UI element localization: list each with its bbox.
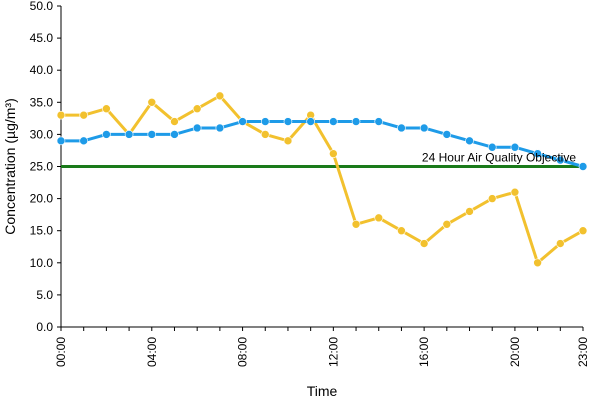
data-point — [556, 155, 565, 165]
x-tick-label: 23:00 — [576, 337, 590, 367]
data-point — [374, 213, 384, 223]
data-point — [102, 130, 111, 139]
data-point — [329, 149, 338, 158]
y-tick-label: 35.0 — [30, 95, 54, 109]
data-point — [215, 91, 225, 101]
y-tick-label: 30.0 — [30, 127, 54, 141]
data-point — [419, 239, 429, 248]
y-tick-label: 10.0 — [30, 256, 54, 270]
y-tick-label: 15.0 — [30, 224, 54, 238]
x-axis-title: Time — [307, 383, 338, 399]
data-point — [578, 162, 588, 171]
data-point — [556, 239, 565, 248]
data-point — [442, 219, 452, 229]
data-point — [102, 104, 111, 114]
y-tick-label: 20.0 — [30, 192, 54, 206]
y-tick-label: 50.0 — [30, 0, 54, 13]
data-point — [397, 123, 406, 133]
data-point — [465, 207, 474, 216]
x-tick-label: 00:00 — [54, 337, 68, 367]
x-tick-label: 16:00 — [417, 337, 431, 367]
data-point — [374, 117, 384, 126]
series-layer — [56, 91, 588, 268]
data-point — [192, 123, 202, 133]
data-point — [170, 117, 179, 126]
data-point — [147, 130, 157, 139]
data-point — [465, 136, 474, 146]
data-point — [442, 130, 452, 139]
data-point — [124, 130, 134, 139]
data-point — [510, 142, 520, 152]
y-tick-label: 45.0 — [30, 31, 54, 45]
data-point — [578, 226, 588, 235]
data-point — [238, 117, 247, 126]
data-point — [510, 187, 520, 197]
y-axis-ticks: 0.0 5.0 10.0 15.0 20.0 25.0 30.0 35.0 40.0 45.0 50… — [30, 0, 61, 334]
data-point — [170, 130, 179, 139]
data-point — [215, 123, 225, 133]
data-point — [56, 110, 66, 120]
x-tick-label: 20:00 — [508, 337, 522, 367]
series-1 — [56, 117, 588, 171]
reference-line-label: 24 Hour Air Quality Objective — [422, 151, 576, 165]
data-point — [419, 123, 429, 133]
data-point — [351, 117, 361, 126]
x-tick-label: 08:00 — [236, 337, 250, 367]
data-point — [306, 117, 315, 126]
series-0 — [56, 91, 588, 268]
y-tick-label: 25.0 — [30, 160, 54, 174]
data-point — [192, 104, 202, 114]
data-point — [260, 117, 270, 126]
data-point — [147, 98, 157, 107]
y-tick-label: 5.0 — [36, 288, 53, 302]
y-axis-title: Concentration (µg/m³) — [2, 98, 18, 234]
data-point — [351, 219, 361, 229]
x-axis-ticks: 00:00 04:00 08:00 12:00 16:00 20:00 23:00 — [54, 327, 590, 367]
y-tick-label: 0.0 — [36, 320, 53, 334]
data-point — [56, 136, 66, 146]
data-point — [283, 136, 293, 146]
data-point — [533, 258, 542, 268]
data-point — [79, 136, 88, 146]
data-point — [283, 117, 293, 126]
data-point — [79, 110, 88, 120]
data-point — [487, 194, 497, 203]
data-point — [397, 226, 406, 235]
y-tick-label: 40.0 — [30, 63, 54, 77]
x-tick-label: 04:00 — [145, 337, 159, 367]
data-point — [533, 149, 542, 158]
x-tick-label: 12:00 — [326, 337, 340, 367]
data-point — [329, 117, 338, 126]
data-point — [487, 142, 497, 152]
data-point — [260, 130, 270, 139]
